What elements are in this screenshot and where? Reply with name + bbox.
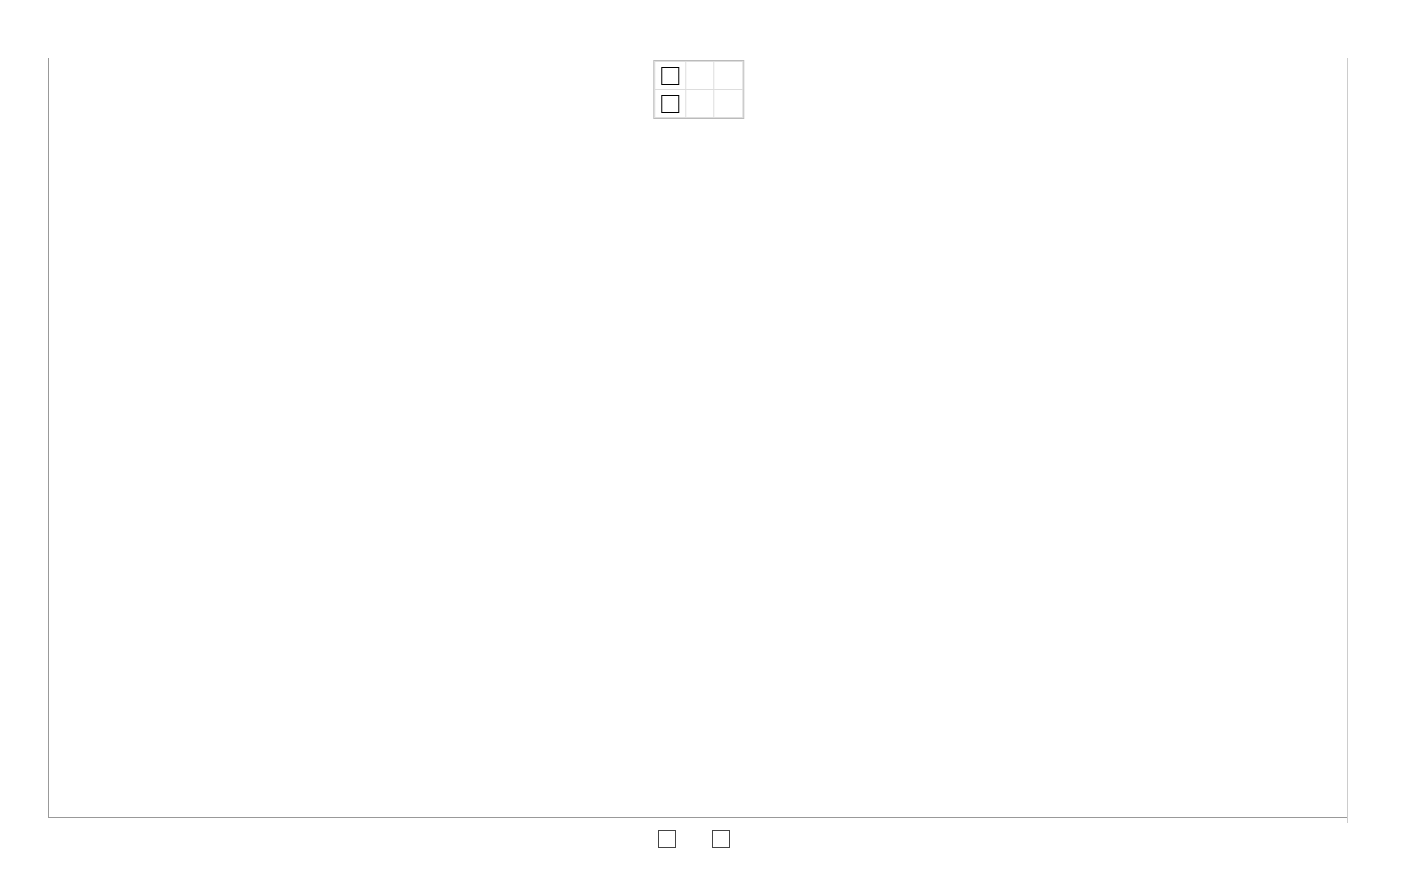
stats-row-koreans [654,90,742,118]
legend-swatch-koreans [712,830,730,848]
stats-row-dominicans [654,62,742,90]
legend-swatch-dominicans [658,830,676,848]
plot-area [48,58,1348,818]
swatch-koreans [661,95,679,113]
swatch-dominicans [661,67,679,85]
series-legend [658,830,738,848]
scatter-svg [49,58,1348,817]
x-axis-row [48,830,1348,860]
stats-legend [653,60,744,119]
